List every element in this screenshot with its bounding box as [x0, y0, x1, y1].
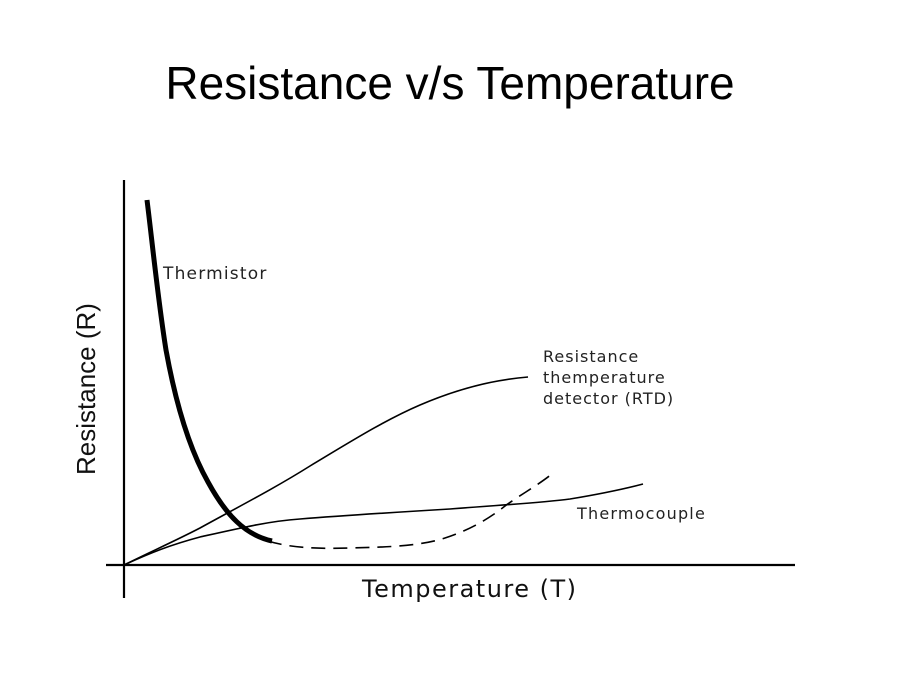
thermistor-curve — [144, 199, 273, 544]
thermocouple-label: Thermocouple — [576, 504, 706, 523]
rtd-label-line1: Resistance — [543, 347, 639, 366]
rtd-label-line3: detector (RTD) — [543, 389, 674, 408]
y-axis-label: Resistance (R) — [71, 303, 101, 475]
x-axis-label: Temperature (T) — [361, 575, 578, 603]
thermistor-label: Thermistor — [162, 264, 268, 284]
slide-title: Resistance v/s Temperature — [165, 57, 735, 109]
rtd-label-line2: themperature — [543, 368, 666, 387]
rtd-curve — [123, 376, 529, 566]
thermocouple-curve — [123, 483, 644, 566]
thermistor-dashed-curve — [267, 472, 554, 550]
